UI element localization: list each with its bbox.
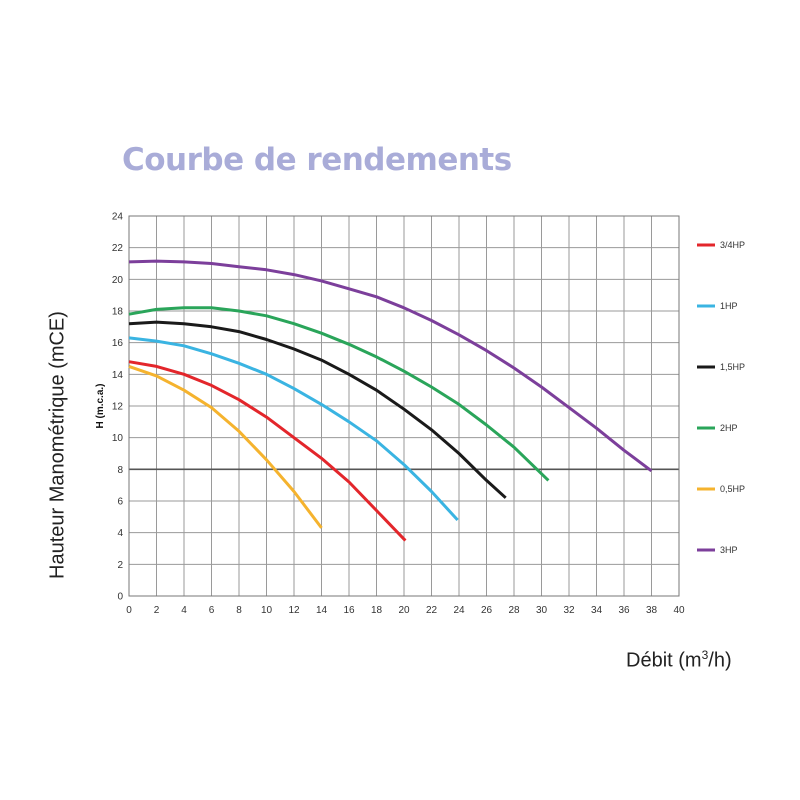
x-tick-label: 28: [508, 605, 520, 616]
y-tick-label: 8: [117, 465, 123, 476]
x-tick-label: 34: [591, 605, 603, 616]
y-tick-label: 2: [117, 560, 123, 571]
y-tick-label: 4: [117, 528, 123, 539]
y-tick-label: 16: [112, 338, 124, 349]
chart-title: Courbe de rendements: [122, 142, 512, 178]
x-tick-label: 2: [154, 605, 160, 616]
x-tick-label: 10: [261, 605, 273, 616]
legend-label-3HP: 3HP: [720, 545, 738, 555]
x-tick-label: 26: [481, 605, 493, 616]
x-tick-label: 36: [618, 605, 630, 616]
series-line-3HP: [128, 259, 653, 473]
grid: [128, 215, 680, 597]
legend-label-0,5HP: 0,5HP: [720, 484, 745, 494]
legend-label-3/4HP: 3/4HP: [720, 240, 745, 250]
x-tick-label: 40: [673, 605, 685, 616]
x-tick-label: 20: [398, 605, 410, 616]
legend-label-1,5HP: 1,5HP: [720, 362, 745, 372]
legend-label-1HP: 1HP: [720, 301, 738, 311]
y-tick-label: 20: [112, 275, 124, 286]
y-axis-label: H (m.c.a.): [95, 383, 106, 428]
series-line-3/4HP: [128, 360, 407, 542]
x-tick-label: 14: [316, 605, 328, 616]
y-tick-label: 10: [112, 433, 124, 444]
y-tick-label: 6: [117, 497, 123, 508]
legend-label-2HP: 2HP: [720, 423, 738, 433]
x-tick-label: 38: [646, 605, 658, 616]
y-tick-label: 14: [112, 370, 124, 381]
series-line-2HP: [128, 306, 550, 482]
x-tick-label: 24: [453, 605, 465, 616]
series-line-0,5HP: [128, 364, 323, 529]
y-tick-label: 0: [117, 592, 123, 603]
tick-labels: 0 2 4 6 8 10 12 14 16 18 20 22 24 26 28 30 32 34 36 38 40024…: [112, 212, 685, 617]
outer-x-axis-label-superscript: 3: [701, 648, 709, 662]
y-tick-label: 22: [112, 243, 124, 254]
series-line-1HP: [128, 336, 459, 522]
x-tick-label: 22: [426, 605, 438, 616]
x-tick-label: 18: [371, 605, 383, 616]
y-tick-label: 12: [112, 402, 124, 413]
x-tick-label: 4: [181, 605, 187, 616]
x-tick-label: 12: [288, 605, 300, 616]
x-tick-label: 32: [563, 605, 575, 616]
plot-frame: [128, 215, 680, 597]
x-tick-label: 6: [209, 605, 215, 616]
x-tick-label: 0: [126, 605, 132, 616]
x-tick-label: 8: [236, 605, 242, 616]
series-lines: [128, 259, 653, 542]
series-line-1,5HP: [128, 320, 507, 499]
y-tick-label: 24: [112, 212, 124, 223]
legend: 3/4HP 1HP 1,5HP 2HP 0,5HP 3HP: [697, 240, 745, 555]
x-tick-label: 16: [343, 605, 355, 616]
x-tick-label: 30: [536, 605, 548, 616]
outer-x-axis-label: Débit (m3/h): [626, 648, 732, 673]
outer-x-axis-label-text: Débit (m: [626, 649, 702, 672]
outer-x-axis-label-suffix: /h): [708, 649, 732, 672]
y-tick-label: 18: [112, 307, 124, 318]
